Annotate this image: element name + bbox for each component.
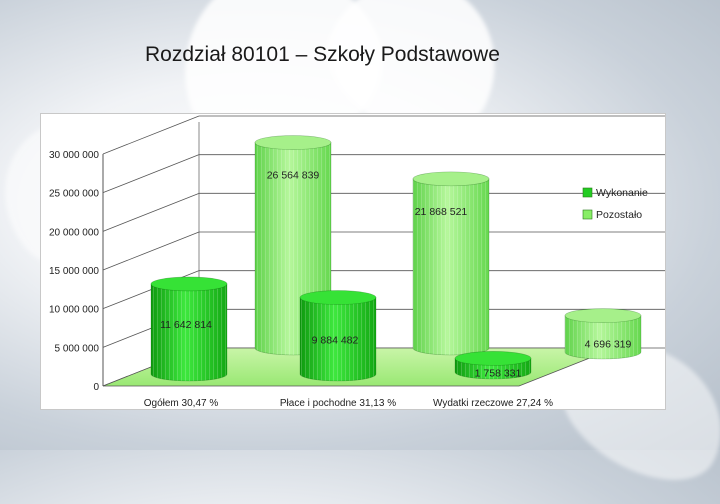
bar-wykonanie-1-texture [300, 297, 376, 381]
data-label-wykonanie: 11 642 814 [160, 319, 212, 331]
data-label-wykonanie: 1 758 331 [475, 367, 522, 379]
bar-wykonanie-0-texture [151, 283, 227, 381]
gridline-side [102, 192, 200, 232]
data-label-pozostalo: 26 564 839 [267, 170, 320, 182]
y-tick-label: 20 000 000 [49, 227, 99, 238]
y-tick-label: 10 000 000 [49, 305, 99, 316]
bar-pozostalo-1-top [412, 171, 490, 187]
data-label-pozostalo: 4 696 319 [585, 339, 632, 351]
data-label-wykonanie: 9 884 482 [312, 335, 359, 347]
gridline-side [102, 154, 200, 194]
x-category-label: Wydatki rzeczowe 27,24 % [433, 398, 553, 409]
y-tick-label: 25 000 000 [49, 189, 99, 200]
bar-wykonanie-1-top [299, 290, 377, 305]
legend-swatch [582, 187, 593, 198]
bar-pozostalo-2-top [564, 308, 642, 323]
bar-pozostalo-2-texture [565, 315, 641, 359]
bar-wykonanie-0 [150, 276, 228, 382]
bar-wykonanie-2-top [454, 351, 532, 366]
y-tick-label: 5 000 000 [55, 343, 100, 354]
gridline-side [102, 115, 200, 155]
slide-title: Rozdział 80101 – Szkoły Podstawowe [145, 43, 500, 66]
bar-pozostalo-0-top [254, 135, 332, 150]
data-label-pozostalo: 21 868 521 [415, 206, 468, 218]
gridline-side [102, 231, 200, 271]
bar-wykonanie-2 [454, 351, 532, 380]
y-tick-label: 15 000 000 [49, 266, 99, 277]
bar-pozostalo-1-texture [413, 178, 489, 355]
x-category-label: Płace i pochodne 31,13 % [280, 398, 396, 409]
cylinder-bar-chart: 0 5 000 000 10 000 000 15 000 000 20 000 000… [49, 115, 665, 409]
legend-swatch [582, 209, 593, 220]
bar-wykonanie-0-top [150, 276, 228, 292]
bar-pozostalo-1 [412, 171, 490, 356]
legend-label: Wykonanie [596, 187, 648, 199]
bar-wykonanie-1 [299, 290, 377, 382]
y-tick-label: 0 [93, 382, 99, 393]
bar-pozostalo-2 [564, 308, 642, 360]
chart-area: 0 5 000 000 10 000 000 15 000 000 20 000 000… [40, 113, 666, 410]
legend-label: Pozostało [596, 209, 642, 221]
x-category-label: Ogółem 30,47 % [144, 398, 219, 409]
y-tick-label: 30 000 000 [49, 150, 99, 161]
